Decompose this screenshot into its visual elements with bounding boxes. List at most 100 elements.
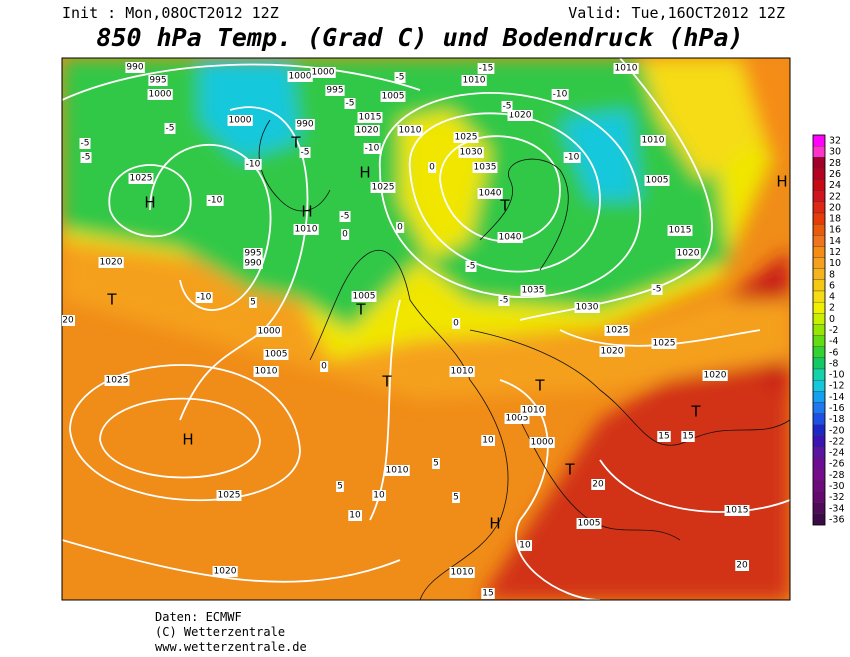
isoline-label: 1015 [669, 226, 692, 236]
label-box [651, 284, 663, 295]
label-box [667, 225, 693, 236]
label-box [520, 285, 546, 296]
isoline-label: 1015 [359, 113, 382, 123]
isoline-label: 990 [296, 120, 313, 130]
isoline-label: 1020 [100, 258, 123, 268]
label-box [363, 143, 381, 154]
scale-label: -30 [829, 481, 845, 492]
label-box [599, 346, 625, 357]
isoline-label: 1010 [386, 466, 409, 476]
color-swatch [812, 201, 826, 214]
label-box [212, 566, 238, 577]
isoline-label: 0 [321, 362, 327, 372]
color-swatch [812, 145, 826, 158]
isoline-label: 1010 [451, 367, 474, 377]
label-box [243, 248, 263, 259]
scale-label: -8 [829, 358, 838, 369]
isoline-label: 1035 [474, 163, 497, 173]
isoline-label: -10 [565, 153, 580, 163]
label-box [477, 63, 495, 74]
isoline-label: 1025 [372, 183, 395, 193]
isoline-label: 1010 [295, 225, 318, 235]
isoline-label: 1030 [460, 148, 483, 158]
color-swatch [812, 257, 826, 269]
isoline-label: 0 [397, 223, 403, 233]
low-pressure-marker: T [355, 301, 366, 319]
label-box [344, 98, 356, 109]
isoline-label: 1000 [229, 116, 252, 126]
isoline-label: -10 [208, 196, 223, 206]
label-box [563, 152, 581, 163]
label-box [164, 123, 176, 134]
isoline-label: 0 [429, 163, 435, 173]
isoline-label: 5 [453, 493, 459, 503]
label-box [465, 261, 477, 272]
label-box [472, 162, 498, 173]
label-box [227, 115, 253, 126]
isoline-label: 1020 [677, 249, 700, 259]
scale-label: -32 [829, 492, 845, 503]
label-box [604, 325, 630, 336]
scale-label: -28 [829, 470, 845, 481]
low-pressure-marker: T [690, 403, 701, 421]
isoline-label: -5 [81, 139, 90, 149]
isoline-label: 1010 [255, 367, 278, 377]
label-box [195, 292, 213, 303]
label-box [675, 248, 701, 259]
label-box [243, 258, 263, 269]
low-pressure-marker: T [290, 134, 301, 152]
label-box [98, 257, 124, 268]
scale-label: -20 [829, 425, 845, 436]
label-box [477, 188, 503, 199]
isoline-label: 1025 [106, 376, 129, 386]
scale-label: -6 [829, 347, 838, 358]
scale-label: 28 [829, 158, 841, 169]
label-box [644, 175, 670, 186]
label-box [293, 224, 319, 235]
color-swatch [812, 246, 826, 258]
label-box [263, 349, 289, 360]
scale-label: -4 [829, 336, 838, 347]
label-box [529, 437, 555, 448]
map-title: 850 hPa Temp. (Grad C) und Bodendruck (h… [96, 23, 743, 52]
label-box [244, 159, 262, 170]
isoline-label: 995 [244, 249, 261, 259]
isoline-label: 995 [149, 76, 166, 86]
label-box [253, 366, 279, 377]
scale-label: -18 [829, 414, 845, 425]
isoline-label: 1025 [606, 326, 629, 336]
label-box [128, 173, 154, 184]
label-box [507, 110, 533, 121]
label-box [396, 222, 405, 233]
label-box [357, 112, 383, 123]
label-box [287, 71, 313, 82]
low-pressure-marker: T [564, 461, 575, 479]
high-pressure-marker: H [776, 173, 787, 191]
isoline-label: 1000 [531, 438, 554, 448]
high-pressure-marker: H [489, 515, 500, 533]
color-swatch [812, 457, 826, 470]
isoline-label: 990 [244, 259, 261, 269]
isoline-label: -10 [197, 293, 212, 303]
isoline-label: -5 [503, 102, 512, 112]
label-box [461, 75, 487, 86]
isoline-label: -5 [653, 285, 662, 295]
isoline-label: -15 [479, 64, 494, 74]
scale-label: -34 [829, 503, 845, 514]
scale-label: -14 [829, 392, 845, 403]
isoline-label: 1020 [509, 111, 532, 121]
label-box [370, 182, 396, 193]
label-box [216, 490, 242, 501]
isoline-label: 0 [342, 230, 348, 240]
label-box [79, 138, 91, 149]
footer-line: (C) Wetterzentrale [155, 625, 285, 639]
label-box [481, 435, 495, 446]
isoline-label: -5 [166, 124, 175, 134]
color-swatch [812, 391, 826, 403]
high-pressure-marker: H [144, 194, 155, 212]
isoline-label: 10 [482, 436, 494, 446]
isoline-label: 20 [592, 480, 604, 490]
label-box [458, 147, 484, 158]
label-box [148, 75, 168, 86]
label-box [702, 370, 728, 381]
